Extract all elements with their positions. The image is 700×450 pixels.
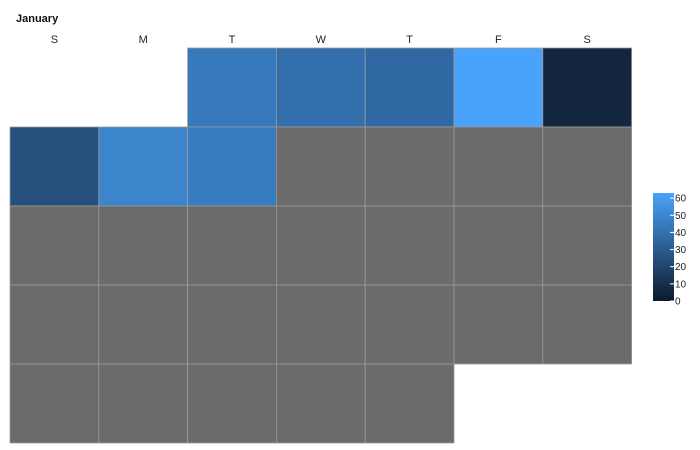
- weekday-label: F: [495, 34, 502, 46]
- day-cell: [98, 363, 189, 444]
- legend-tick-label: 50: [675, 211, 687, 222]
- day-cell: [9, 363, 100, 444]
- day-cell: [453, 284, 544, 365]
- day-cell: [275, 363, 366, 444]
- day-cell: [187, 363, 277, 444]
- day-cell: [453, 205, 544, 286]
- day-cell: [275, 205, 366, 286]
- day-cell: [98, 205, 189, 286]
- weekday-label: W: [316, 34, 327, 46]
- legend-tick-label: 0: [675, 297, 681, 308]
- day-cell: [364, 47, 455, 128]
- weekday-label: M: [139, 34, 148, 46]
- day-cell: [98, 126, 189, 207]
- chart-title: January: [16, 13, 59, 25]
- day-cell: [187, 126, 277, 207]
- day-cell: [542, 47, 632, 128]
- day-cell: [187, 205, 277, 286]
- day-cell: [9, 205, 100, 286]
- day-cell: [9, 284, 100, 365]
- legend-color-bar: [653, 193, 674, 301]
- legend-tick-label: 40: [675, 228, 687, 239]
- legend-tick-label: 30: [675, 245, 687, 256]
- day-cell: [187, 47, 277, 128]
- day-cell: [275, 47, 366, 128]
- calendar-cells: [9, 47, 632, 444]
- weekday-label: S: [584, 34, 591, 46]
- day-cell: [187, 284, 277, 365]
- day-cell: [542, 126, 632, 207]
- legend-tick-label: 10: [675, 279, 687, 290]
- day-cell: [453, 126, 544, 207]
- day-cell: [542, 205, 632, 286]
- day-cell: [275, 126, 366, 207]
- day-cell: [275, 284, 366, 365]
- weekday-label: T: [229, 34, 236, 46]
- day-cell: [542, 284, 632, 365]
- day-cell: [364, 363, 455, 444]
- legend-tick-label: 60: [675, 194, 687, 205]
- legend-tick-label: 20: [675, 262, 687, 273]
- weekday-label: S: [51, 34, 58, 46]
- day-cell: [364, 126, 455, 207]
- day-cell: [98, 284, 189, 365]
- color-legend: 0 10 20 30 40 50 60: [653, 193, 687, 308]
- day-cell: [9, 126, 100, 207]
- weekday-label: T: [406, 34, 413, 46]
- day-cell: [364, 284, 455, 365]
- day-cell: [364, 205, 455, 286]
- day-cell: [453, 47, 544, 128]
